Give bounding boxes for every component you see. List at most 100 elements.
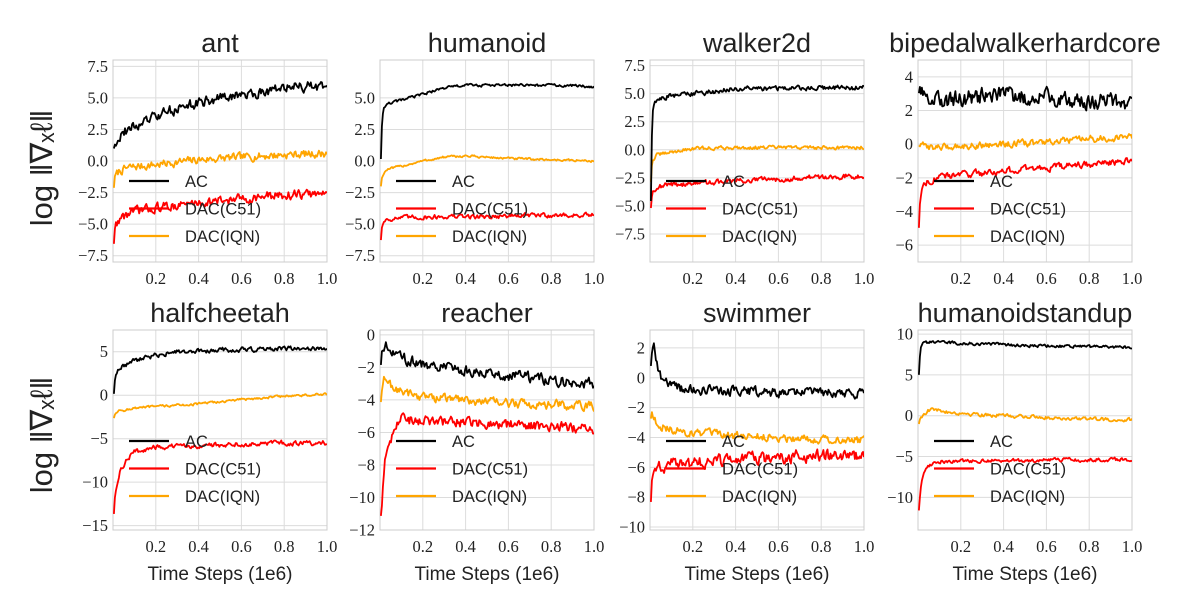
legend-label: DAC(IQN)	[452, 488, 527, 506]
y-tick-label: −2	[357, 358, 375, 377]
y-tick-label: 5.0	[87, 88, 108, 107]
y-tick-label: −6	[895, 236, 913, 255]
x-tick-label: 0.2	[145, 269, 166, 288]
y-tick-label: −2.5	[78, 183, 108, 202]
series-line-DAC(C51)	[380, 211, 594, 241]
y-tick-label: 0	[637, 368, 645, 387]
y-tick-label: 5.0	[354, 88, 375, 107]
y-tick-label: −10	[619, 518, 645, 537]
x-tick-label: 0.2	[412, 537, 433, 556]
series-line-DAC(C51)	[918, 456, 1132, 511]
y-tick-label: 2	[905, 101, 913, 120]
plot-frame	[917, 329, 1133, 531]
legend-label: AC	[452, 173, 475, 191]
y-tick-label: −7.5	[345, 246, 375, 265]
x-tick-label: 1.0	[317, 269, 338, 288]
x-tick-label: 0.2	[950, 269, 971, 288]
y-tick-label: 5.0	[624, 84, 645, 103]
y-tick-label: −5.0	[78, 215, 108, 234]
panels: 0.2 0.4 0.6 0.8 1.0 −7.5 −5.0 −2.5 0.0 2.5 5.0 7.5 a…	[78, 28, 1161, 585]
series-line-DAC(IQN)	[650, 144, 864, 182]
series-group	[650, 342, 864, 502]
x-tick-label: 1.0	[317, 537, 338, 556]
y-tick-label: −10	[82, 473, 108, 492]
x-tick-label: 0.2	[682, 269, 703, 288]
series-line-AC	[113, 81, 327, 149]
legend-label: DAC(C51)	[452, 461, 528, 479]
x-tick-label: 0.2	[950, 537, 971, 556]
x-axis-label: Time Steps (1e6)	[414, 564, 559, 585]
y-tick-label: 2.5	[354, 120, 375, 139]
panel-humanoid: 0.2 0.4 0.6 0.8 1.0 −7.5 −5.0 −2.5 0.0 2.5 5.0 huma…	[345, 28, 604, 288]
plot-frame	[649, 329, 865, 531]
series-line-DAC(C51)	[650, 173, 864, 209]
legend-label: AC	[990, 433, 1013, 451]
series-line-DAC(IQN)	[918, 133, 1132, 151]
y-tick-label: 5	[100, 342, 108, 361]
plot-frame	[379, 329, 595, 531]
x-tick-label: 0.6	[1036, 537, 1057, 556]
legend-label: DAC(C51)	[185, 201, 261, 219]
legend-label: DAC(IQN)	[722, 228, 797, 246]
x-tick-label: 1.0	[584, 269, 605, 288]
panel-title: halfcheetah	[150, 298, 290, 328]
plot-frame	[112, 329, 328, 531]
legend-label: DAC(C51)	[452, 201, 528, 219]
series-line-DAC(C51)	[918, 157, 1132, 228]
x-tick-label: 0.4	[455, 269, 476, 288]
x-tick-label: 0.8	[811, 537, 832, 556]
series-group	[380, 82, 594, 241]
x-tick-label: 0.2	[145, 537, 166, 556]
panel-walker2d: 0.2 0.4 0.6 0.8 1.0 −7.5 −5.0 −2.5 0.0 2.5 5.0 7.5 w…	[615, 28, 874, 288]
x-tick-label: 0.8	[541, 537, 562, 556]
series-line-AC	[918, 339, 1132, 375]
x-tick-label: 0.8	[274, 537, 295, 556]
x-tick-label: 0.2	[412, 269, 433, 288]
y-axis-label-row-1: log ‖∇ₓℓ‖	[24, 110, 59, 227]
panel-title: humanoidstandup	[918, 298, 1133, 328]
y-tick-label: −6	[627, 458, 645, 477]
y-axis-label-row-2: log ‖∇ₓℓ‖	[24, 377, 59, 494]
y-tick-label: 0	[905, 135, 913, 154]
y-tick-label: −12	[349, 521, 375, 540]
y-tick-label: −2.5	[345, 183, 375, 202]
panel-title: ant	[201, 28, 239, 58]
x-tick-label: 0.4	[725, 269, 746, 288]
series-group	[380, 341, 594, 516]
y-tick-label: 0.0	[624, 140, 645, 159]
legend-label: DAC(C51)	[185, 461, 261, 479]
x-tick-label: 1.0	[1122, 269, 1143, 288]
x-tick-label: 0.4	[725, 537, 746, 556]
x-tick-label: 0.8	[274, 269, 295, 288]
y-tick-label: −2.5	[615, 168, 645, 187]
plot-frame	[112, 59, 328, 263]
series-line-DAC(IQN)	[380, 375, 594, 413]
legend-label: AC	[722, 433, 745, 451]
y-tick-label: 4	[905, 67, 913, 86]
series-group	[918, 339, 1132, 511]
series-line-AC	[650, 84, 864, 202]
y-tick-label: 0.0	[87, 152, 108, 171]
y-tick-label: 2	[637, 338, 645, 357]
y-tick-label: 7.5	[87, 57, 108, 76]
panel-title: walker2d	[702, 28, 811, 58]
legend-label: DAC(C51)	[990, 461, 1066, 479]
series-line-DAC(IQN)	[918, 407, 1132, 425]
y-tick-label: −10	[349, 488, 375, 507]
legend-label: AC	[185, 433, 208, 451]
plot-frame	[649, 59, 865, 263]
x-tick-label: 1.0	[1122, 537, 1143, 556]
y-tick-label: −8	[357, 455, 375, 474]
series-line-DAC(IQN)	[650, 411, 864, 445]
y-tick-label: −10	[887, 488, 913, 507]
x-tick-label: 0.6	[231, 269, 252, 288]
legend-label: AC	[990, 173, 1013, 191]
x-tick-label: 0.8	[1079, 537, 1100, 556]
x-tick-label: 0.6	[1036, 269, 1057, 288]
y-tick-label: −7.5	[78, 246, 108, 265]
legend-label: DAC(C51)	[722, 461, 798, 479]
legend-label: DAC(IQN)	[990, 488, 1065, 506]
x-tick-label: 1.0	[854, 537, 875, 556]
x-tick-label: 0.2	[682, 537, 703, 556]
